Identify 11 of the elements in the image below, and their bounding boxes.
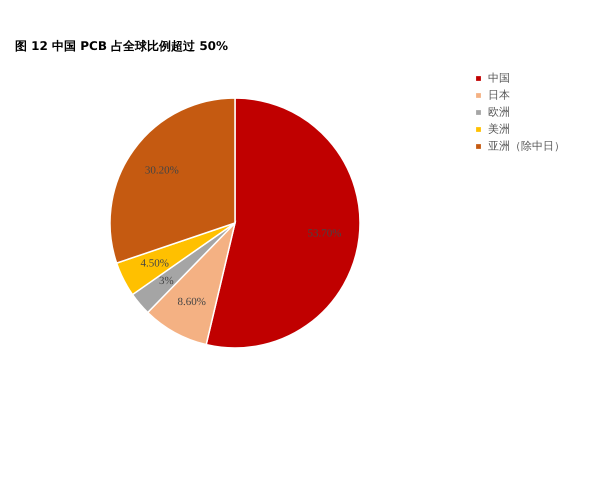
data-label: 53.70% (307, 227, 342, 240)
legend-label: 中国 (488, 72, 510, 84)
legend-label: 美洲 (488, 122, 510, 136)
data-label: 8.60% (177, 296, 206, 308)
legend-label: 日本 (488, 88, 510, 102)
data-label: 4.50% (140, 258, 169, 270)
data-label: 30.20% (144, 164, 179, 177)
legend-label: 亚洲（除中日） (488, 140, 565, 152)
data-label: 3% (159, 275, 174, 288)
legend-label: 欧洲 (488, 106, 510, 118)
chart-title: 图 12 中国 PCB 占全球比例超过 50% (15, 39, 228, 53)
